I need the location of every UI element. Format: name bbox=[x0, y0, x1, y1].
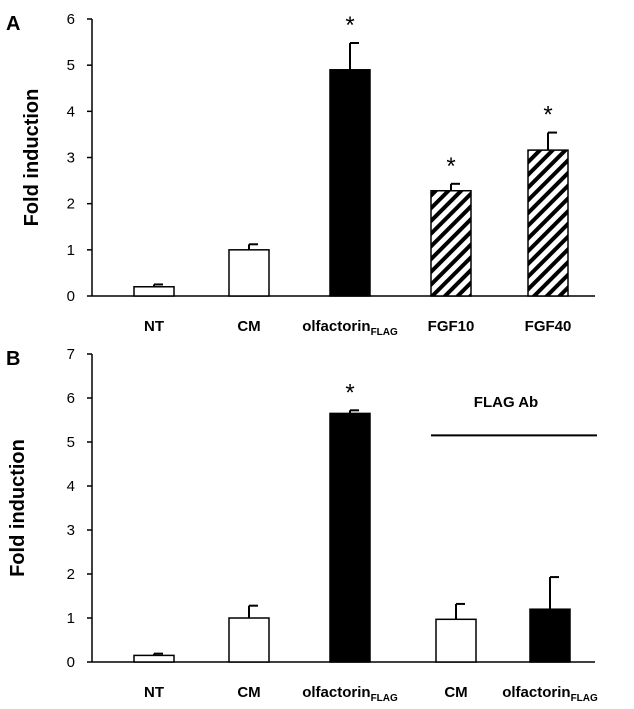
bar bbox=[430, 189, 472, 297]
panel-letter: A bbox=[6, 13, 20, 35]
significance-marker: * bbox=[446, 153, 455, 180]
x-tick-label: olfactorinFLAG bbox=[302, 684, 398, 704]
x-tick-label: NT bbox=[144, 318, 164, 335]
significance-marker: * bbox=[543, 102, 552, 129]
y-axis-label: Fold induction bbox=[7, 439, 29, 577]
bar bbox=[133, 654, 175, 663]
y-tick-label: 7 bbox=[67, 346, 75, 363]
x-tick-label: CM bbox=[237, 684, 260, 701]
y-tick-label: 0 bbox=[67, 654, 75, 671]
y-tick-label: 4 bbox=[67, 478, 75, 495]
y-tick-label: 1 bbox=[67, 242, 75, 259]
x-tick-label: CM bbox=[237, 318, 260, 335]
bar bbox=[527, 149, 569, 297]
y-tick-label: 2 bbox=[67, 566, 75, 583]
annotation-label: FLAG Ab bbox=[474, 394, 538, 411]
x-tick-label: FGF40 bbox=[525, 318, 572, 335]
bar bbox=[228, 617, 270, 663]
panel-letter: B bbox=[6, 348, 20, 370]
y-tick-label: 5 bbox=[67, 57, 75, 74]
bar bbox=[435, 618, 477, 663]
y-tick-label: 6 bbox=[67, 390, 75, 407]
x-tick-label-subscript: FLAG bbox=[371, 327, 398, 338]
x-tick-label-subscript: FLAG bbox=[571, 693, 598, 704]
y-tick-label: 5 bbox=[67, 434, 75, 451]
x-tick-label-subscript: FLAG bbox=[371, 693, 398, 704]
x-tick-label: CM bbox=[444, 684, 467, 701]
x-tick-label-main: olfactorin bbox=[302, 684, 370, 701]
panel-a-chart: A Fold induction 0 1 2 3 4 5 6 NT CM * olfactorinFLA… bbox=[6, 11, 595, 338]
y-tick-label: 1 bbox=[67, 610, 75, 627]
y-axis-label: Fold induction bbox=[21, 89, 43, 227]
bar bbox=[329, 69, 371, 297]
x-tick-label: NT bbox=[144, 684, 164, 701]
x-tick-label-main: olfactorin bbox=[502, 684, 570, 701]
x-tick-label-main: FGF10 bbox=[428, 318, 475, 335]
y-tick-label: 6 bbox=[67, 11, 75, 28]
significance-marker: * bbox=[345, 12, 354, 39]
y-tick-label: 4 bbox=[67, 103, 75, 120]
x-tick-label: olfactorinFLAG bbox=[502, 684, 598, 704]
significance-marker: * bbox=[345, 379, 354, 406]
y-tick-label: 0 bbox=[67, 288, 75, 305]
bar bbox=[529, 608, 571, 663]
bar bbox=[228, 249, 270, 297]
bar bbox=[329, 412, 371, 663]
x-tick-label-main: CM bbox=[237, 684, 260, 701]
y-tick-label: 3 bbox=[67, 150, 75, 167]
x-tick-label-main: NT bbox=[144, 684, 164, 701]
x-tick-label: FGF10 bbox=[428, 318, 475, 335]
x-tick-label-main: FGF40 bbox=[525, 318, 572, 335]
x-tick-label-main: NT bbox=[144, 318, 164, 335]
x-tick-label-main: CM bbox=[237, 318, 260, 335]
x-tick-label: olfactorinFLAG bbox=[302, 318, 398, 338]
x-tick-label-main: CM bbox=[444, 684, 467, 701]
y-tick-label: 2 bbox=[67, 196, 75, 213]
y-tick-label: 3 bbox=[67, 522, 75, 539]
x-tick-label-main: olfactorin bbox=[302, 318, 370, 335]
bar bbox=[133, 286, 175, 297]
